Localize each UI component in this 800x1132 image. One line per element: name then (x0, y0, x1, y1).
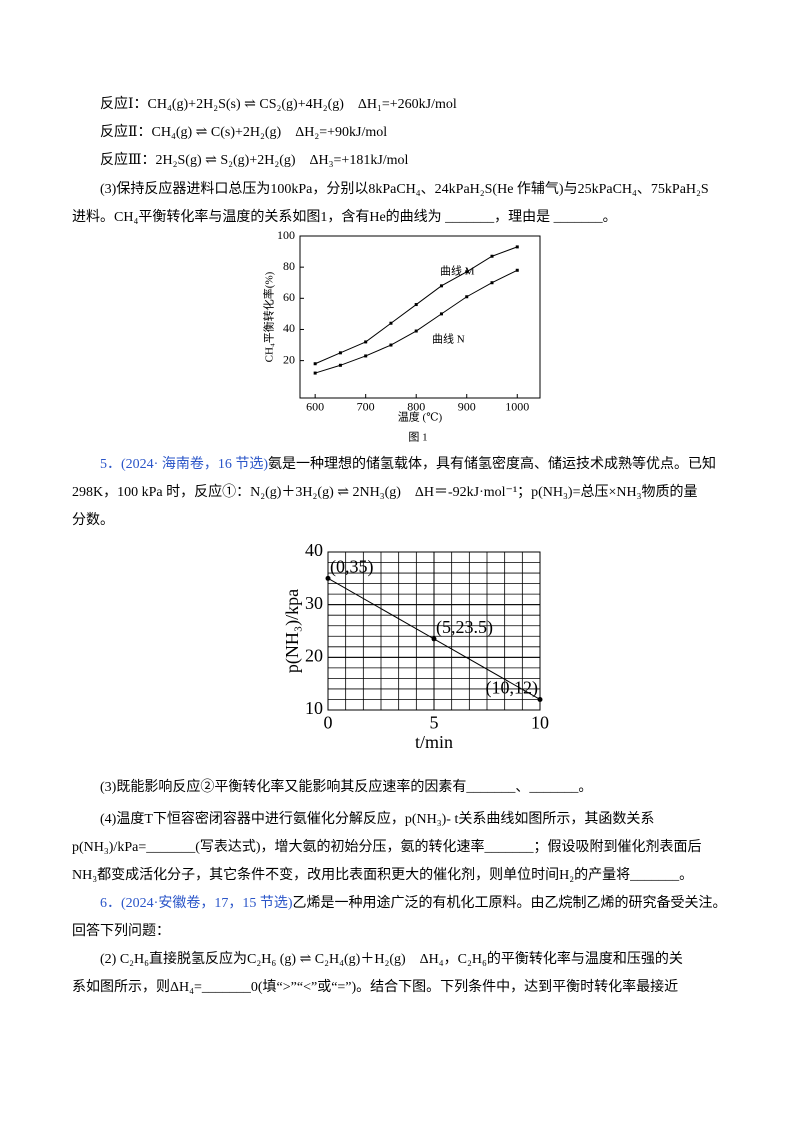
text-line: (4)温度T下恒容密闭容器中进行氨催化分解反应，p(NH₃)- t关系曲线如图所… (100, 812, 655, 827)
y-axis-label: CH₄平衡转化率(%) (262, 271, 276, 362)
data-line (315, 269, 518, 374)
text-line: 298K，100 kPa 时，反应①：N₂(g)＋3H₂(g) ⇌ 2NH₃(g… (72, 485, 698, 500)
text-line: (3)保持反应器进料口总压为100kPa，分别以8kPaCH₄、24kPaH₂S… (100, 182, 709, 197)
annotation: 曲线 M (440, 264, 475, 278)
y-axis-label: p(NH₃)/kpa (282, 589, 303, 673)
data-point (313, 371, 317, 375)
reaction: 反应Ⅱ：CH₄(g) ⇌ C(s)+2H₂(g) ΔH₂=+90kJ/mol (100, 125, 388, 140)
data-label: (10,12) (486, 678, 539, 699)
x-tick-label: 700 (357, 399, 375, 413)
data-point (338, 363, 342, 367)
data-label: (0,35) (330, 556, 374, 577)
annotation: 曲线 N (432, 332, 465, 346)
x-tick-label: 600 (306, 399, 324, 413)
y-tick-label: 10 (305, 698, 323, 718)
text-line: 进料。CH₄平衡转化率与温度的关系如图1，含有He的曲线为 _______，理由… (72, 210, 617, 225)
y-tick-label: 20 (283, 352, 295, 366)
data-point (490, 254, 494, 258)
plot-frame (299, 235, 541, 399)
x-tick-label: 10 (531, 713, 549, 733)
text-line: NH₃都变成活化分子，其它条件不变，改用比表面积更大的催化剂，则单位时间H₂的产… (72, 868, 694, 883)
text-line: p(NH₃)/kPa=_______(写表达式)，增大氨的初始分压，氨的转化速率… (72, 840, 702, 855)
data-point (389, 343, 393, 347)
caption: 图 1 (408, 431, 427, 444)
data-point (439, 284, 443, 288)
text-line: 系如图所示，则ΔH₄=_______0(填“>”“<”或“=”)。结合下图。下列… (72, 980, 679, 995)
data-point (431, 636, 437, 642)
data-point (364, 340, 368, 344)
reaction: 反应Ⅰ：CH₄(g)+2H₂S(s) ⇌ CS₂(g)+4H₂(g) ΔH₁=+… (100, 97, 457, 112)
x-tick-label: 800 (407, 399, 425, 413)
data-point (465, 270, 469, 274)
text-line: 分数。 (72, 513, 114, 528)
text-line: (3)既能影响反应②平衡转化率又能影响其反应速率的因素有_______、____… (100, 780, 593, 795)
text: 乙烯是一种用途广泛的有机化工原料。由乙烷制乙烯的研究备受关注。 (292, 896, 727, 911)
x-tick-label: 1000 (505, 399, 529, 413)
data-label: (5,23.5) (436, 617, 493, 638)
text-line: 回答下列问题： (72, 924, 170, 939)
y-tick-label: 100 (277, 228, 295, 242)
y-tick-label: 30 (305, 593, 323, 613)
text: 氨是一种理想的储氢载体，具有储氢密度高、储运技术成熟等优点。已知 (268, 457, 716, 472)
data-point (389, 321, 393, 325)
x-tick-label: 5 (430, 713, 439, 733)
reaction: 反应Ⅲ：2H₂S(g) ⇌ S₂(g)+2H₂(g) ΔH₃=+181kJ/mo… (100, 153, 409, 168)
data-point (414, 303, 418, 307)
text-line: 6．(2024·安徽卷，17，15 节选)乙烯是一种用途广泛的有机化工原料。由乙… (100, 894, 727, 914)
x-axis-label: 温度 (℃) (398, 410, 443, 424)
y-tick-label: 60 (283, 290, 295, 304)
x-axis-label: t/min (415, 732, 453, 752)
data-point (364, 354, 368, 358)
data-point (515, 245, 519, 249)
text-line: (2) C₂H₆直接脱氢反应为C₂H₆ (g) ⇌ C₂H₄(g)＋H₂(g) … (100, 952, 683, 967)
x-tick-label: 900 (458, 399, 476, 413)
x-tick-label: 0 (324, 713, 333, 733)
data-point (537, 696, 543, 702)
data-point (439, 312, 443, 316)
data-point (338, 351, 342, 355)
data-point (515, 268, 519, 272)
y-tick-label: 40 (305, 540, 323, 560)
question-source: 6．(2024·安徽卷，17，15 节选) (100, 896, 293, 911)
y-tick-label: 40 (283, 321, 295, 335)
data-point (490, 281, 494, 285)
text-line: 5．(2024· 海南卷，16 节选)氨是一种理想的储氢载体，具有储氢密度高、储… (100, 455, 716, 475)
data-point (465, 295, 469, 299)
data-point (313, 362, 317, 366)
question-source: 5．(2024· 海南卷，16 节选) (100, 457, 268, 472)
data-point (414, 329, 418, 333)
y-tick-label: 20 (305, 645, 323, 665)
data-point (325, 575, 331, 581)
y-tick-label: 80 (283, 259, 295, 273)
